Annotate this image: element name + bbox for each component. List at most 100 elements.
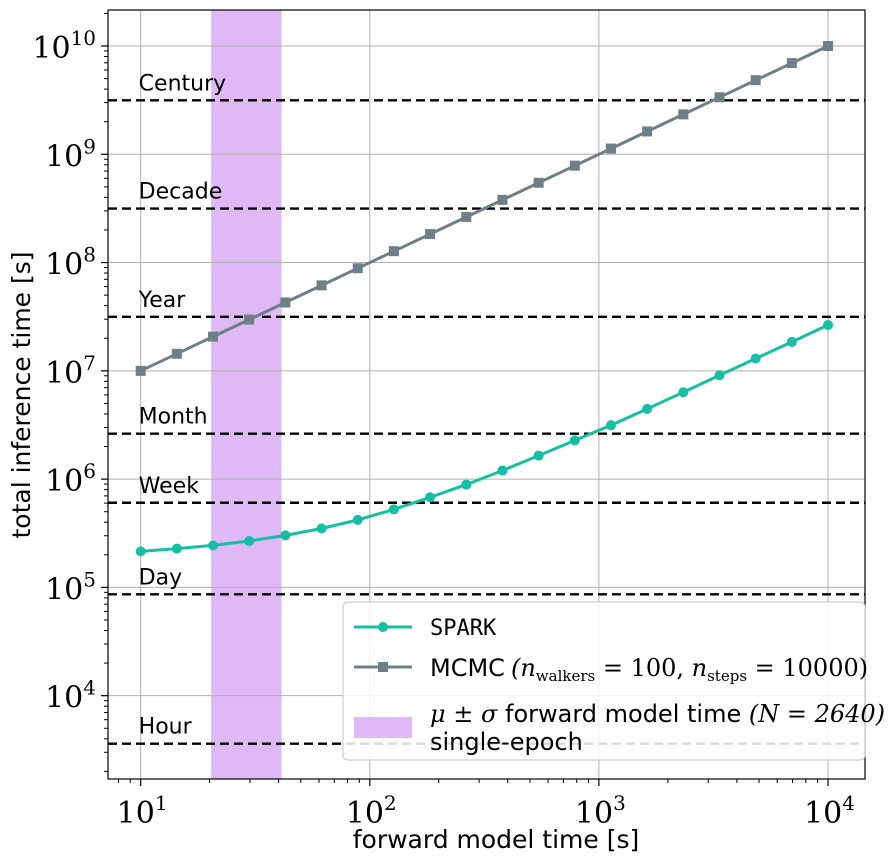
legend-box (342, 601, 866, 761)
legend-mcmc-label: MCMC (nwalkers = 100, nsteps = 10000) (430, 654, 868, 685)
x-tick-exponent: 3 (613, 791, 626, 815)
x-axis-label: forward model time [s] (353, 825, 640, 854)
data-point-spark (750, 353, 761, 364)
series-line-spark (140, 323, 829, 553)
reference-label-hour: Hour (139, 715, 193, 740)
y-axis-label: total inference time [s] (7, 251, 36, 538)
data-point-mcmc (461, 211, 472, 222)
legend-mcmc-eq-steps: = 10000) (747, 654, 868, 682)
legend-band-label: μ ± σ forward model time (N = 2640) (430, 700, 885, 728)
data-point-spark (714, 370, 725, 381)
legend-band-n: (N = 2640) (749, 700, 885, 728)
data-point-mcmc (497, 194, 508, 205)
legend-band-label-line2: single-epoch (430, 728, 583, 756)
data-point-mcmc (569, 160, 580, 171)
y-tick-base: 10 (32, 31, 70, 66)
x-tick-exponent: 4 (842, 791, 855, 815)
data-point-spark (352, 514, 363, 525)
data-point-mcmc (605, 143, 616, 154)
data-point-spark (461, 479, 472, 490)
data-point-mcmc (316, 280, 327, 291)
y-tick-label: 106 (45, 459, 96, 499)
legend-mcmc-sub-steps: steps (707, 667, 747, 685)
reference-label-day: Day (139, 565, 182, 590)
data-point-mcmc (135, 365, 146, 376)
y-tick-label: 109 (45, 134, 96, 174)
reference-label-week: Week (139, 474, 200, 499)
legend-mcmc-paren: ( (511, 654, 521, 682)
y-tick-base: 10 (45, 681, 83, 716)
x-tick-base: 10 (117, 796, 155, 831)
legend-mcmc-name: MCMC (430, 654, 505, 682)
y-tick-base: 10 (45, 572, 83, 607)
data-point-spark (569, 435, 580, 446)
data-point-mcmc (244, 314, 255, 325)
data-point-spark (533, 450, 544, 461)
y-tick-label: 105 (45, 567, 96, 607)
data-point-mcmc (388, 246, 399, 257)
y-tick-base: 10 (45, 356, 83, 391)
legend-mcmc-eq-walkers: = 100, (595, 654, 691, 682)
data-point-mcmc (678, 109, 689, 120)
data-point-mcmc (642, 126, 653, 137)
data-point-spark (786, 336, 797, 347)
legend-mcmc-marker (378, 662, 388, 672)
legend: SPARK MCMC (nwalkers = 100, nsteps = 1000… (342, 601, 885, 761)
reference-lines: Hour Day Week Month Year Decade Century (108, 71, 865, 745)
y-tick-base: 10 (45, 248, 83, 283)
legend-spark-marker (378, 622, 388, 632)
x-tick-exponent: 1 (155, 791, 168, 815)
legend-band-math: μ ± σ (430, 700, 498, 728)
data-point-spark (135, 546, 146, 557)
data-point-spark (171, 543, 182, 554)
data-point-mcmc (786, 58, 797, 69)
y-tick-exponent: 5 (83, 567, 96, 591)
y-tick-exponent: 9 (83, 134, 96, 158)
data-point-spark (642, 403, 653, 414)
data-point-mcmc (208, 331, 219, 342)
reference-label-decade: Decade (139, 180, 223, 205)
x-tick-base: 10 (575, 796, 613, 831)
x-tick-base: 10 (804, 796, 842, 831)
y-tick-base: 10 (45, 139, 83, 174)
data-point-mcmc (425, 229, 436, 240)
y-tick-exponent: 6 (83, 459, 96, 483)
data-point-mcmc (750, 75, 761, 86)
legend-mcmc-n2: n (692, 654, 707, 682)
legend-band-swatch (354, 717, 412, 738)
x-tick-label: 104 (804, 791, 855, 831)
y-tick-base: 10 (45, 464, 83, 499)
data-point-mcmc (533, 177, 544, 188)
y-tick-exponent: 10 (71, 26, 96, 50)
data-point-spark (388, 504, 399, 515)
x-tick-label: 102 (346, 791, 397, 831)
series-line-mcmc (140, 44, 829, 373)
data-point-mcmc (352, 263, 363, 274)
legend-mcmc-n1: n (520, 654, 535, 682)
data-point-spark (823, 320, 834, 331)
legend-mcmc-sub-walkers: walkers (536, 667, 595, 685)
data-point-spark (316, 523, 327, 534)
data-point-spark (280, 530, 291, 541)
y-tick-exponent: 7 (83, 351, 96, 375)
data-point-spark (605, 420, 616, 431)
legend-band-text: forward model time (497, 700, 748, 728)
data-point-spark (425, 492, 436, 503)
data-point-spark (208, 540, 219, 551)
y-tick-label: 1010 (32, 26, 96, 66)
x-tick-exponent: 2 (384, 791, 397, 815)
reference-label-year: Year (138, 288, 187, 313)
x-tick-label: 101 (117, 791, 168, 831)
data-point-mcmc (714, 92, 725, 103)
forward-model-time-band (211, 10, 282, 779)
reference-label-century: Century (139, 71, 226, 96)
data-point-mcmc (171, 348, 182, 359)
x-tick-base: 10 (346, 796, 384, 831)
reference-label-month: Month (139, 405, 208, 430)
x-tick-label: 103 (575, 791, 626, 831)
y-tick-label: 104 (45, 676, 96, 716)
y-tick-exponent: 8 (83, 243, 96, 267)
y-tick-label: 108 (45, 243, 96, 283)
